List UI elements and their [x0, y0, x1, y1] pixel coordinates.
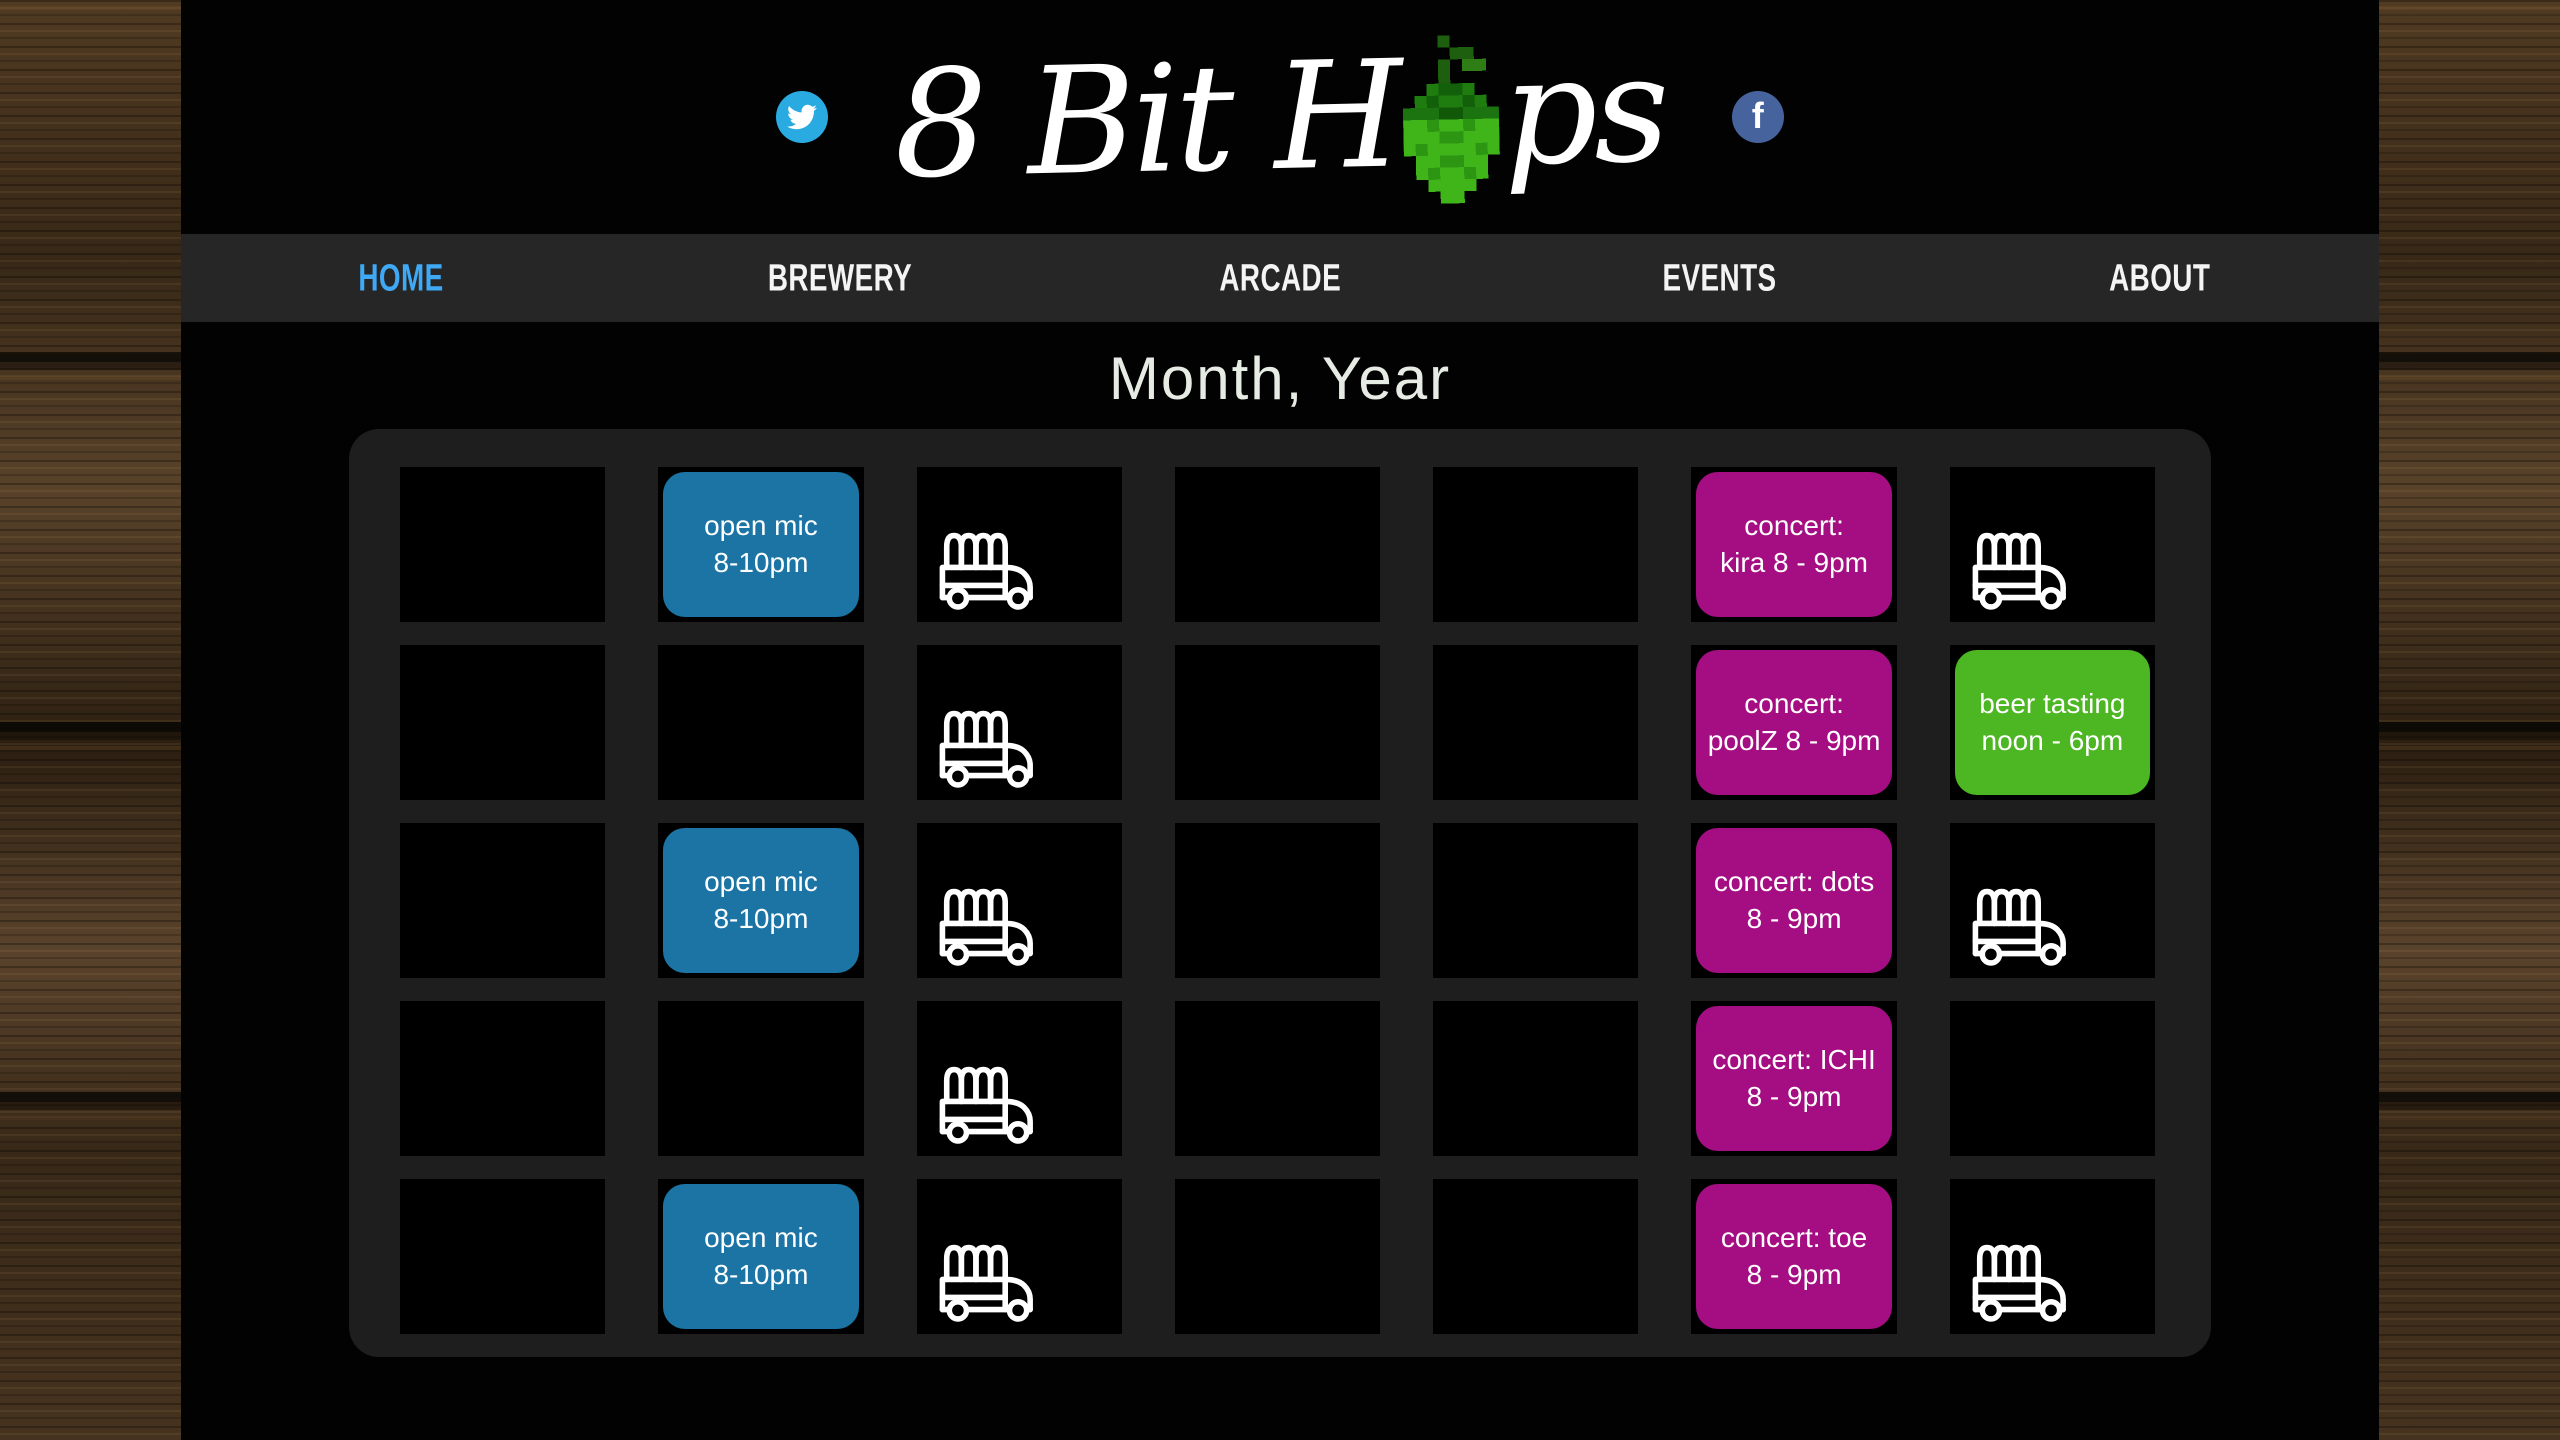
calendar-cell: beer tasting noon - 6pm [1949, 645, 2155, 800]
calendar-cell [1174, 645, 1381, 800]
calendar-cell [1949, 1001, 2155, 1156]
calendar-cell: open mic 8-10pm [658, 467, 864, 622]
event-badge-concert[interactable]: concert: dots 8 - 9pm [1696, 828, 1892, 973]
event-badge-open_mic[interactable]: open mic 8-10pm [663, 1184, 859, 1329]
event-badge-concert[interactable]: concert: poolZ 8 - 9pm [1696, 650, 1892, 795]
event-badge-concert[interactable]: concert: ICHI 8 - 9pm [1696, 1006, 1892, 1151]
calendar-cell [1949, 823, 2155, 978]
calendar-cell [916, 645, 1122, 800]
calendar-cell [1433, 467, 1639, 622]
nav-item-events[interactable]: EVENTS [1662, 256, 1777, 299]
calendar-cell: concert: poolZ 8 - 9pm [1691, 645, 1897, 800]
calendar-cell [916, 1179, 1122, 1334]
event-badge-concert[interactable]: concert: toe 8 - 9pm [1696, 1184, 1892, 1329]
calendar-cell [916, 823, 1122, 978]
calendar-cell [1433, 1179, 1639, 1334]
calendar-cell: open mic 8-10pm [658, 823, 864, 978]
food-truck-icon[interactable] [932, 705, 1044, 791]
content-column: 8 Bit H [181, 0, 2379, 1440]
food-truck-icon[interactable] [932, 1061, 1044, 1147]
main-content: Month, Year open mic 8-10pm concert: kir… [181, 344, 2379, 1357]
calendar-cell: concert: kira 8 - 9pm [1691, 467, 1897, 622]
food-truck-icon[interactable] [1965, 1239, 2077, 1325]
twitter-icon[interactable] [776, 91, 829, 143]
facebook-icon[interactable]: f [1731, 91, 1784, 143]
site-header: 8 Bit H [181, 0, 2379, 234]
calendar-cell [1174, 467, 1381, 622]
pixel-hop-icon [1402, 35, 1500, 204]
calendar-cell [400, 823, 606, 978]
calendar-cell [1174, 823, 1381, 978]
logo-text-left: 8 Bit H [892, 28, 1401, 212]
twitter-bird-icon [787, 104, 818, 130]
calendar-cell [400, 645, 606, 800]
event-badge-open_mic[interactable]: open mic 8-10pm [663, 472, 859, 617]
calendar-cell [1174, 1001, 1381, 1156]
calendar-cell [916, 467, 1122, 622]
calendar-cell [400, 467, 606, 622]
site-logo[interactable]: 8 Bit H [892, 21, 1667, 213]
calendar-cell: concert: toe 8 - 9pm [1691, 1179, 1897, 1334]
calendar-cell [1174, 1179, 1381, 1334]
calendar-cell [1949, 467, 2155, 622]
calendar-cell [658, 645, 864, 800]
logo-text-right: ps [1501, 22, 1668, 199]
calendar-cell [1949, 1179, 2155, 1334]
calendar-cell [1433, 823, 1639, 978]
calendar-cell [1433, 1001, 1639, 1156]
calendar-cell [1433, 645, 1639, 800]
nav-item-brewery[interactable]: BREWERY [768, 256, 913, 299]
event-badge-open_mic[interactable]: open mic 8-10pm [663, 828, 859, 973]
calendar-cell [400, 1179, 606, 1334]
calendar-title: Month, Year [1108, 345, 1452, 412]
nav-item-home[interactable]: HOME [358, 256, 444, 299]
food-truck-icon[interactable] [932, 883, 1044, 969]
food-truck-icon[interactable] [932, 527, 1044, 613]
food-truck-icon[interactable] [1965, 883, 2077, 969]
food-truck-icon[interactable] [1965, 527, 2077, 613]
calendar-cell [658, 1001, 864, 1156]
nav-item-arcade[interactable]: ARCADE [1219, 256, 1341, 299]
event-badge-tasting[interactable]: beer tasting noon - 6pm [1954, 650, 2150, 795]
nav-item-about[interactable]: ABOUT [2108, 256, 2210, 299]
facebook-f-icon: f [1751, 95, 1764, 136]
main-nav: HOME BREWERY ARCADE EVENTS ABOUT [181, 234, 2379, 322]
event-badge-concert[interactable]: concert: kira 8 - 9pm [1696, 472, 1892, 617]
calendar-cell: concert: ICHI 8 - 9pm [1691, 1001, 1897, 1156]
calendar-cell: concert: dots 8 - 9pm [1691, 823, 1897, 978]
calendar-cell: open mic 8-10pm [658, 1179, 864, 1334]
food-truck-icon[interactable] [932, 1239, 1044, 1325]
calendar-grid: open mic 8-10pm concert: kira 8 - 9pm [349, 429, 2211, 1357]
calendar-cell [400, 1001, 606, 1156]
calendar-cell [916, 1001, 1122, 1156]
